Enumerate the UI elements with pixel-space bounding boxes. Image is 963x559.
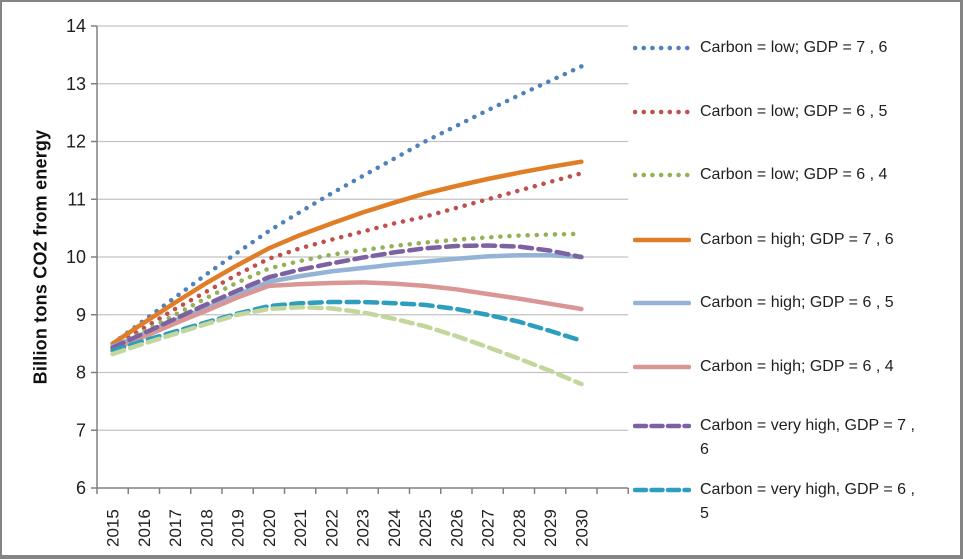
y-tick-label: 6 xyxy=(76,478,86,498)
x-tick-label: 2025 xyxy=(416,509,435,547)
x-tick-label: 2018 xyxy=(197,509,216,547)
series-line-6 xyxy=(110,243,584,350)
y-tick-label: 12 xyxy=(66,132,86,152)
y-tick-label: 13 xyxy=(66,74,86,94)
x-tick-label: 2023 xyxy=(354,509,373,547)
y-tick-label: 7 xyxy=(76,420,86,440)
x-tick-label: 2027 xyxy=(479,509,498,547)
x-tick-label: 2017 xyxy=(166,509,185,547)
x-tick-label: 2022 xyxy=(322,509,341,547)
series-line-3 xyxy=(110,159,584,346)
series-line-2 xyxy=(110,231,584,351)
x-tick-label: 2021 xyxy=(291,509,310,547)
x-tick-label: 2028 xyxy=(510,509,529,547)
series-line-8 xyxy=(110,304,584,387)
y-tick-label: 9 xyxy=(76,305,86,325)
x-tick-label: 2030 xyxy=(572,509,591,547)
x-tick-label: 2029 xyxy=(541,509,560,547)
series-line-0 xyxy=(110,64,584,346)
series-line-4 xyxy=(110,253,584,349)
series-line-1 xyxy=(110,171,584,349)
x-tick-label: 2020 xyxy=(260,509,279,547)
y-tick-label: 8 xyxy=(76,363,86,383)
y-tick-label: 14 xyxy=(66,16,86,36)
x-tick-label: 2026 xyxy=(447,509,466,547)
y-tick-label: 10 xyxy=(66,247,86,267)
series-line-5 xyxy=(110,280,584,352)
x-tick-label: 2015 xyxy=(104,509,123,547)
x-tick-label: 2019 xyxy=(229,509,248,547)
x-tick-label: 2024 xyxy=(385,509,404,547)
y-tick-label: 11 xyxy=(67,189,86,209)
x-tick-label: 2016 xyxy=(135,509,154,547)
